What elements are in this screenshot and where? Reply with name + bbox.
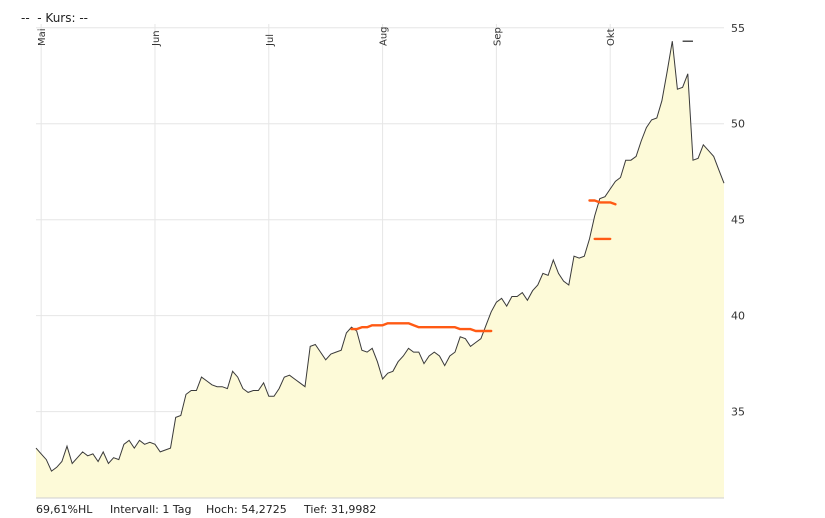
y-tick-label: 35: [731, 406, 745, 419]
x-tick-label: Sep: [492, 27, 503, 46]
x-tick-label: Mai: [37, 28, 48, 46]
low-label: Tief: 31,9982: [304, 503, 377, 516]
x-tick-label: Jun: [151, 30, 162, 47]
y-tick-label: 55: [731, 22, 745, 35]
chart-header: -- - Kurs: --: [21, 11, 89, 25]
price-line: [35, 41, 725, 472]
x-tick-label: Aug: [379, 26, 390, 46]
gap-line: [588, 199, 617, 206]
price-area: [36, 41, 724, 498]
x-tick-label: Okt: [606, 28, 617, 46]
interval-label: Intervall: 1 Tag: [110, 503, 192, 516]
y-tick-label: 50: [731, 118, 745, 131]
y-tick-label: 40: [731, 310, 745, 323]
x-tick-label: Jul: [265, 34, 276, 47]
resistance-line: [350, 322, 493, 333]
high-label: Hoch: 54,2725: [206, 503, 287, 516]
range-label: 69,61%HL: [36, 503, 93, 516]
y-tick-label: 45: [731, 214, 745, 227]
